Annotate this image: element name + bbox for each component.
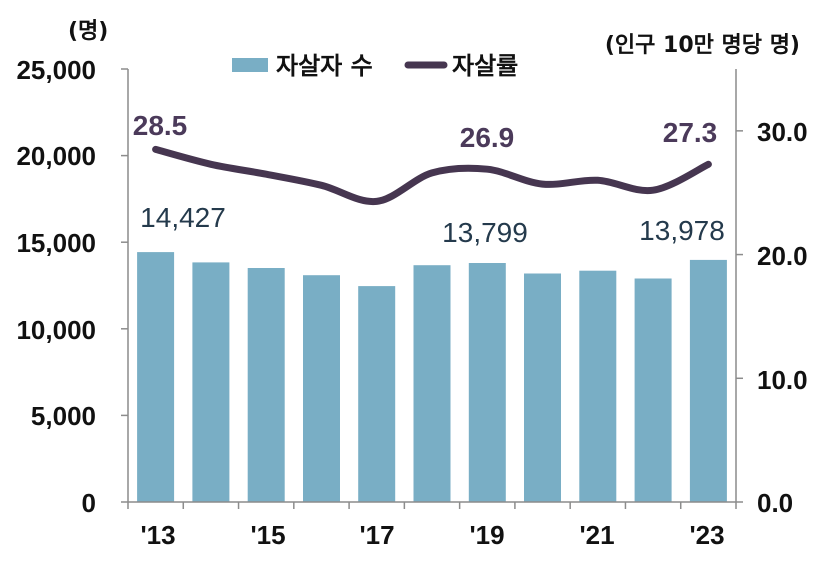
left-tick-0: 0 — [82, 488, 96, 518]
x-tick-21: '21 — [579, 520, 614, 550]
bar-series — [137, 252, 727, 502]
bar-y17 — [358, 286, 396, 502]
left-tick-25000: 25,000 — [16, 55, 96, 85]
bar-y16 — [303, 275, 340, 502]
left-tick-5000: 5,000 — [31, 401, 96, 431]
legend-line-label: 자살률 — [452, 52, 518, 80]
bar-y19 — [468, 263, 506, 502]
bar-y14 — [192, 262, 230, 502]
legend-bar-label: 자살자 수 — [276, 52, 373, 80]
bar-y22 — [634, 278, 672, 502]
bar-value-labels: 14,427 13,799 13,978 — [140, 202, 725, 248]
right-axis-ticks: 0.0 10.0 20.0 30.0 — [757, 117, 808, 518]
right-tick-20: 20.0 — [757, 241, 808, 271]
left-axis-unit: (명) — [68, 19, 108, 44]
bar-y21 — [579, 270, 617, 502]
bar-y23 — [689, 259, 727, 502]
right-tick-30: 30.0 — [757, 117, 808, 147]
axes — [121, 68, 743, 509]
bar-label-2013: 14,427 — [140, 202, 226, 233]
legend: 자살자 수 자살률 — [232, 52, 518, 80]
bar-y15 — [247, 268, 285, 502]
x-tick-13: '13 — [140, 520, 175, 550]
line-label-2023: 27.3 — [663, 117, 718, 148]
x-tick-23: '23 — [689, 520, 724, 550]
x-axis-ticks: '13 '15 '17 '19 '21 '23 — [140, 520, 724, 550]
right-tick-0: 0.0 — [757, 488, 793, 518]
legend-bar-swatch — [232, 58, 268, 72]
line-label-2013: 28.5 — [133, 110, 188, 141]
left-tick-10000: 10,000 — [16, 315, 96, 345]
right-axis-unit: (인구 10만 명당 명) — [605, 33, 800, 58]
left-tick-15000: 15,000 — [16, 228, 96, 258]
right-tick-10: 10.0 — [757, 365, 808, 395]
bar-y13 — [137, 252, 175, 502]
bar-label-2023: 13,978 — [639, 215, 725, 246]
line-value-labels: 28.5 26.9 27.3 — [133, 110, 718, 153]
bar-y18 — [413, 265, 451, 502]
line-label-2019: 26.9 — [460, 122, 515, 153]
left-axis-ticks: 0 5,000 10,000 15,000 20,000 25,000 — [16, 55, 96, 518]
rate-line — [152, 145, 712, 205]
bar-label-2019: 13,799 — [442, 217, 528, 248]
x-tick-17: '17 — [359, 520, 394, 550]
left-tick-20000: 20,000 — [16, 141, 96, 171]
x-tick-15: '15 — [250, 520, 285, 550]
bar-y20 — [524, 273, 561, 502]
x-tick-19: '19 — [469, 520, 504, 550]
